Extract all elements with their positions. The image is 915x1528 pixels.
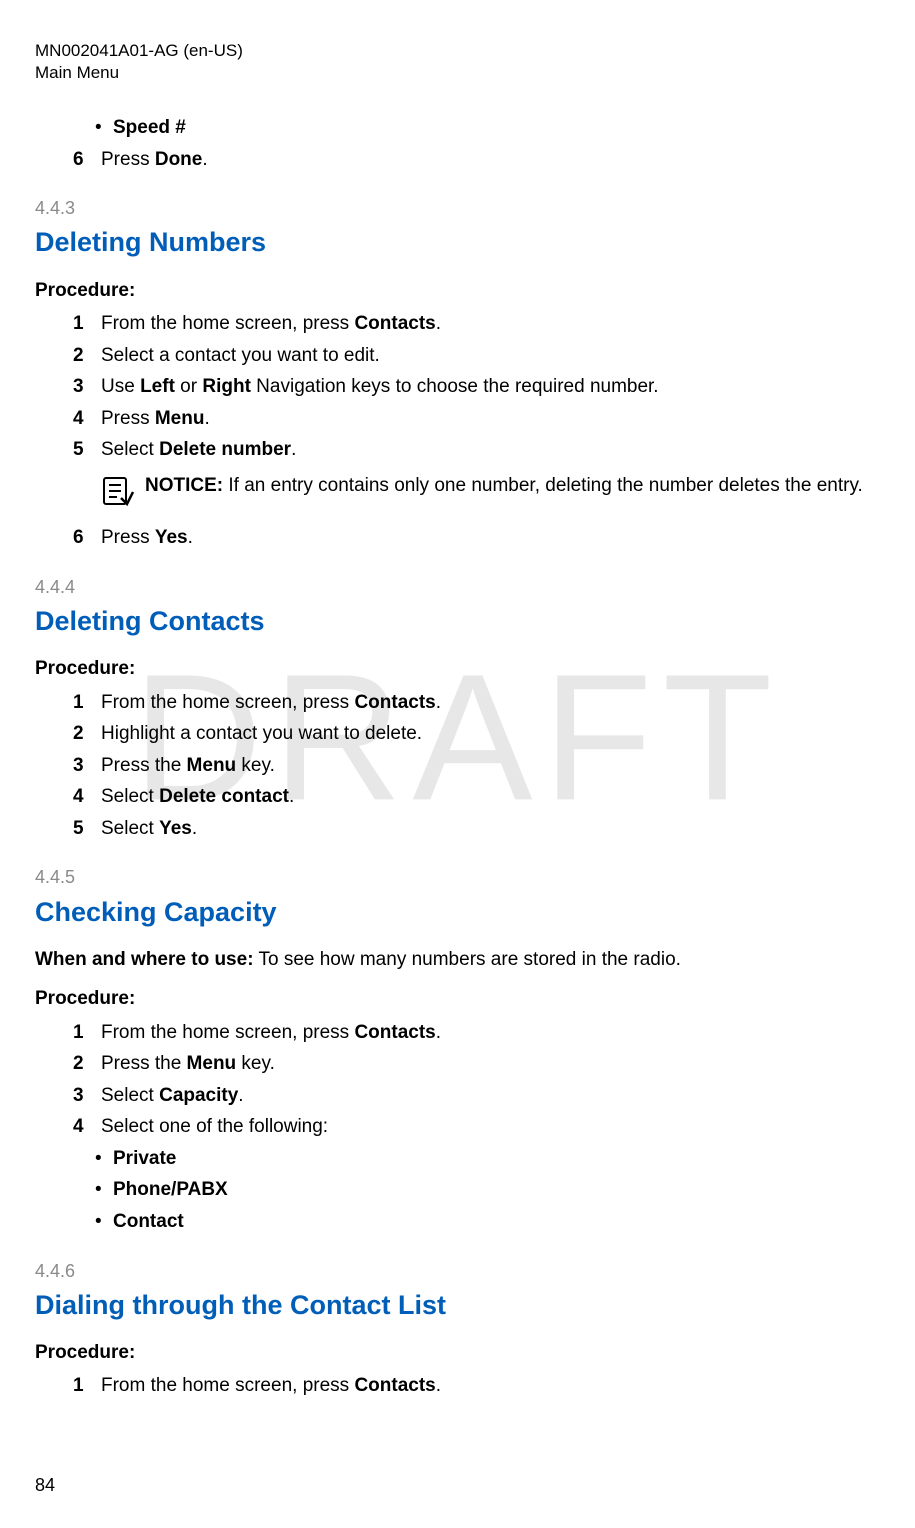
notice-body: If an entry contains only one number, de… <box>223 475 863 496</box>
step-number: 1 <box>73 310 101 338</box>
section-title: Checking Capacity <box>35 893 895 932</box>
when-label: When and where to use: <box>35 949 254 970</box>
procedure-label: Procedure: <box>35 655 895 683</box>
list-item: • Contact <box>95 1208 895 1236</box>
procedure-steps: 1 From the home screen, press Contacts. … <box>73 689 895 843</box>
notice-label: NOTICE: <box>145 475 223 496</box>
step-number: 6 <box>73 524 101 552</box>
section-title: Deleting Numbers <box>35 223 895 262</box>
notice-icon <box>101 474 135 517</box>
step-item: 1 From the home screen, press Contacts. <box>73 1372 895 1400</box>
step-item: 2 Press the Menu key. <box>73 1050 895 1078</box>
procedure-steps: 1 From the home screen, press Contacts. … <box>73 1019 895 1141</box>
step-item: 1 From the home screen, press Contacts. <box>73 1019 895 1047</box>
when-text: To see how many numbers are stored in th… <box>254 949 681 970</box>
procedure-label: Procedure: <box>35 277 895 305</box>
page-content: MN002041A01-AG (en-US) Main Menu • Speed… <box>35 40 895 1400</box>
header-doc-id: MN002041A01-AG (en-US) <box>35 40 895 62</box>
step-item: 3 Select Capacity. <box>73 1082 895 1110</box>
section-number: 4.4.4 <box>35 574 895 600</box>
step-number: 2 <box>73 342 101 370</box>
step-text: Press <box>101 149 155 170</box>
section-number: 4.4.6 <box>35 1258 895 1284</box>
step-item: 2 Highlight a contact you want to delete… <box>73 720 895 748</box>
page-number: 84 <box>35 1472 55 1498</box>
top-bullet-list: • Speed # <box>95 114 895 142</box>
step-bold: Done <box>155 149 203 170</box>
step-item: 6 Press Yes. <box>73 524 895 552</box>
procedure-steps: 1 From the home screen, press Contacts. … <box>73 310 895 552</box>
bullet-mark: • <box>95 114 113 142</box>
when-and-where: When and where to use: To see how many n… <box>35 946 895 974</box>
section-number: 4.4.3 <box>35 195 895 221</box>
option-list: • Private • Phone/PABX • Contact <box>95 1145 895 1236</box>
step-item: 6 Press Done. <box>73 146 895 174</box>
step-text-post: . <box>202 149 207 170</box>
step-number: 3 <box>73 373 101 401</box>
step-item: 2 Select a contact you want to edit. <box>73 342 895 370</box>
step-item: 3 Use Left or Right Navigation keys to c… <box>73 373 895 401</box>
step-item: 1 From the home screen, press Contacts. <box>73 310 895 338</box>
procedure-label: Procedure: <box>35 1339 895 1367</box>
notice-block: NOTICE: If an entry contains only one nu… <box>101 472 895 517</box>
section-number: 4.4.5 <box>35 864 895 890</box>
bullet-text: Speed # <box>113 117 186 138</box>
page-container: DRAFT MN002041A01-AG (en-US) Main Menu •… <box>0 0 915 1528</box>
step-number: 6 <box>73 146 101 174</box>
step-item: 3 Press the Menu key. <box>73 752 895 780</box>
step-item: 4 Press Menu. <box>73 405 895 433</box>
header-section: Main Menu <box>35 62 895 84</box>
list-item: • Private <box>95 1145 895 1173</box>
step-item: 4 Select one of the following: <box>73 1113 895 1141</box>
step-item: 4 Select Delete contact. <box>73 783 895 811</box>
step-number: 4 <box>73 405 101 433</box>
procedure-label: Procedure: <box>35 985 895 1013</box>
section-title: Dialing through the Contact List <box>35 1286 895 1325</box>
procedure-steps: 1 From the home screen, press Contacts. <box>73 1372 895 1400</box>
step-number: 5 <box>73 436 101 464</box>
step-item: 5 Select Delete number. <box>73 436 895 464</box>
step-item: 5 Select Yes. <box>73 815 895 843</box>
list-item: • Speed # <box>95 114 895 142</box>
section-title: Deleting Contacts <box>35 602 895 641</box>
step-item: 1 From the home screen, press Contacts. <box>73 689 895 717</box>
list-item: • Phone/PABX <box>95 1176 895 1204</box>
